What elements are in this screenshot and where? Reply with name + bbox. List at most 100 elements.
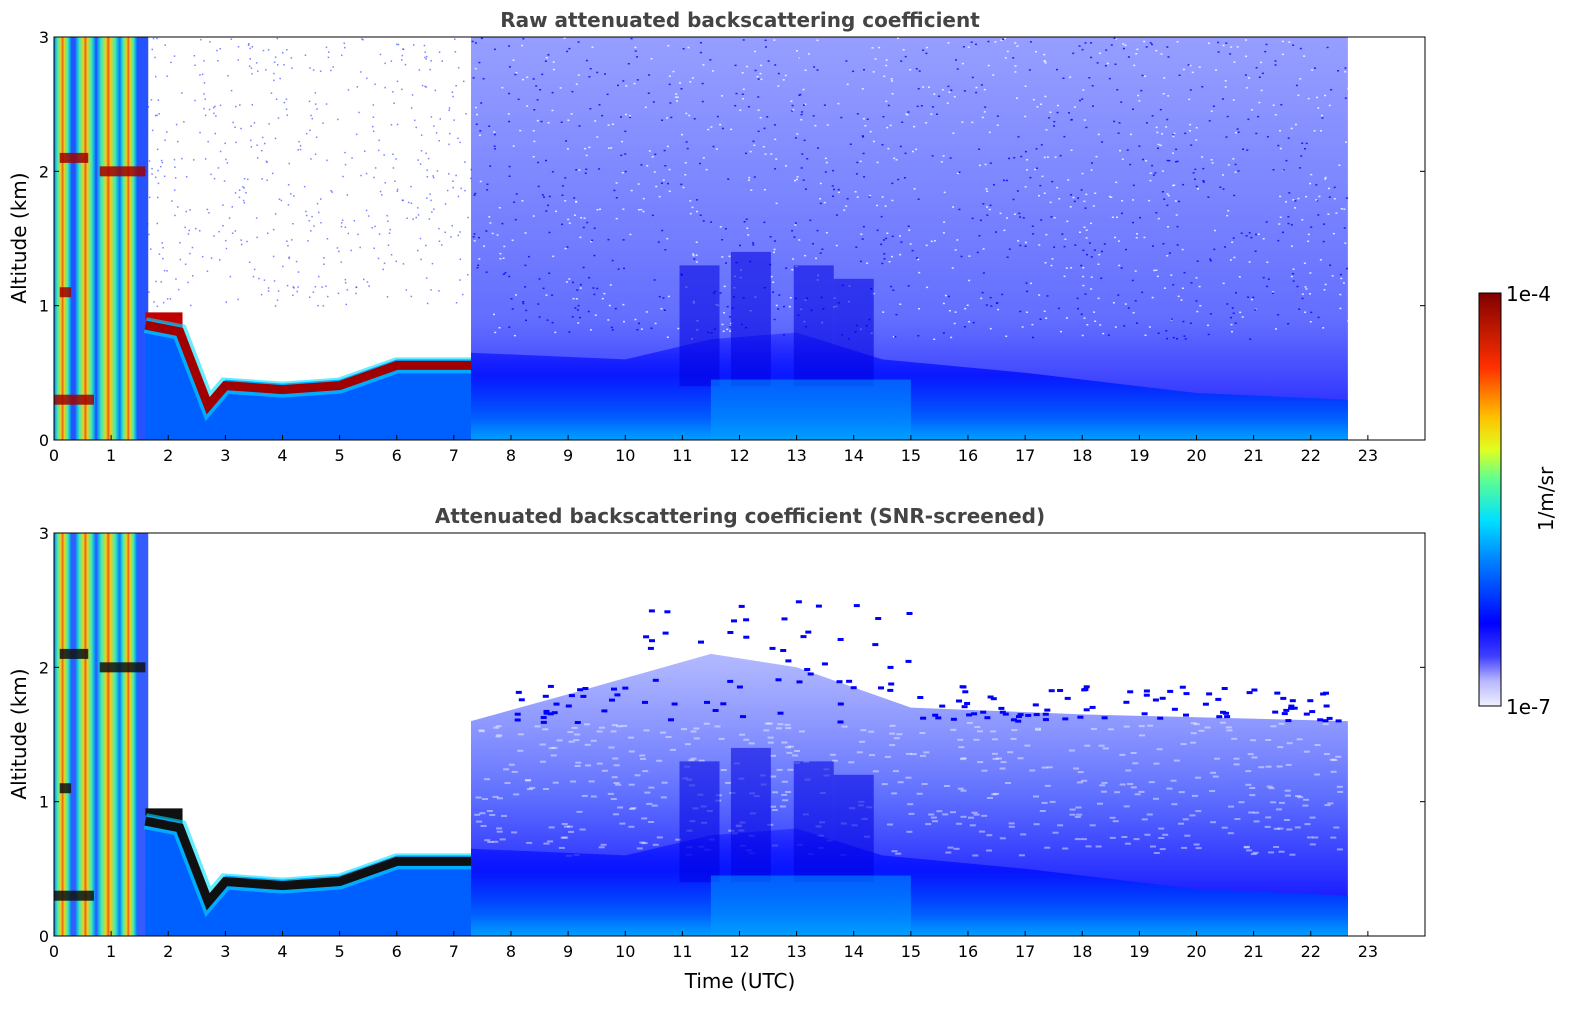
noise-speck [173,189,176,191]
noise-speck [582,226,585,229]
noise-speck [781,617,788,621]
noise-speck [1257,233,1260,235]
noise-speck [286,240,288,242]
noise-speck [522,302,525,305]
noise-speck [872,770,879,773]
noise-speck [702,64,705,66]
noise-speck [1064,696,1071,700]
noise-speck [932,820,938,823]
noise-speck [960,758,966,761]
noise-speck [1246,149,1249,151]
noise-speck [1136,322,1138,324]
noise-speck [1172,133,1175,136]
noise-speck [524,286,527,288]
noise-speck [728,255,731,258]
noise-speck [1145,122,1148,124]
noise-speck [213,177,216,180]
noise-speck [249,47,251,50]
noise-speck [764,722,771,725]
noise-speck [881,144,884,146]
noise-speck [972,854,979,857]
noise-speck [826,124,829,126]
noise-speck [936,113,938,115]
noise-speck [861,238,864,240]
noise-speck [906,114,909,116]
noise-speck [1343,227,1346,229]
noise-speck [1148,781,1155,784]
noise-speck [971,121,974,124]
boundary-layer [145,319,472,440]
noise-speck [1314,744,1321,746]
noise-speck [203,93,205,95]
noise-speck [993,184,995,186]
noise-speck [255,62,258,64]
noise-speck [1346,267,1348,270]
noise-speck [636,847,643,850]
noise-speck [1335,719,1342,723]
noise-speck [1090,42,1093,44]
noise-speck [441,60,443,62]
noise-speck [684,174,687,176]
y-tick-label: 3 [39,28,49,47]
noise-speck [1209,313,1212,315]
noise-speck [1135,237,1138,239]
noise-speck [511,831,518,834]
noise-speck [746,227,749,229]
y-axis-label: Altitude (km) [7,172,31,303]
noise-speck [681,728,687,731]
noise-speck [314,103,317,105]
noise-speck [721,323,724,326]
noise-speck [891,255,893,258]
noise-speck [288,162,290,165]
noise-speck [1018,212,1021,215]
noise-speck [1043,156,1046,159]
noise-speck [527,255,530,258]
noise-speck [574,307,577,309]
noise-speck [545,159,547,162]
noise-speck [920,716,927,720]
noise-speck [888,261,891,263]
noise-speck [933,240,936,242]
noise-speck [1024,186,1027,188]
noise-speck [1101,716,1108,720]
noise-speck [885,237,888,240]
noise-speck [1344,97,1347,99]
noise-speck [242,186,244,188]
noise-speck [1102,332,1105,335]
noise-speck [341,219,344,221]
noise-speck [1277,314,1280,316]
noise-speck [883,75,886,78]
noise-speck [691,206,694,209]
noise-speck [976,251,979,254]
noise-speck [1335,755,1342,758]
noise-speck [539,89,542,91]
noise-speck [1081,98,1084,100]
noise-speck [667,45,670,47]
noise-speck [1347,87,1350,90]
noise-speck [918,70,921,72]
noise-speck [374,225,376,228]
noise-speck [1258,76,1261,78]
noise-speck [201,255,204,258]
noise-speck [791,110,794,112]
noise-speck [1068,749,1075,752]
noise-speck [274,305,277,307]
noise-speck [344,46,346,49]
noise-speck [338,250,340,253]
noise-speck [601,297,604,300]
noise-speck [990,305,993,307]
noise-speck [695,241,698,243]
noise-speck [347,232,350,235]
noise-speck [956,172,959,175]
noise-speck [644,106,647,109]
noise-speck [1118,264,1121,267]
noise-speck [1105,49,1108,51]
noise-speck [495,735,502,738]
noise-speck [960,685,967,689]
noise-speck [738,604,745,608]
noise-speck [695,261,698,263]
noise-speck [909,69,912,71]
noise-speck [248,65,251,67]
noise-speck [845,60,848,62]
noise-speck [551,171,554,173]
